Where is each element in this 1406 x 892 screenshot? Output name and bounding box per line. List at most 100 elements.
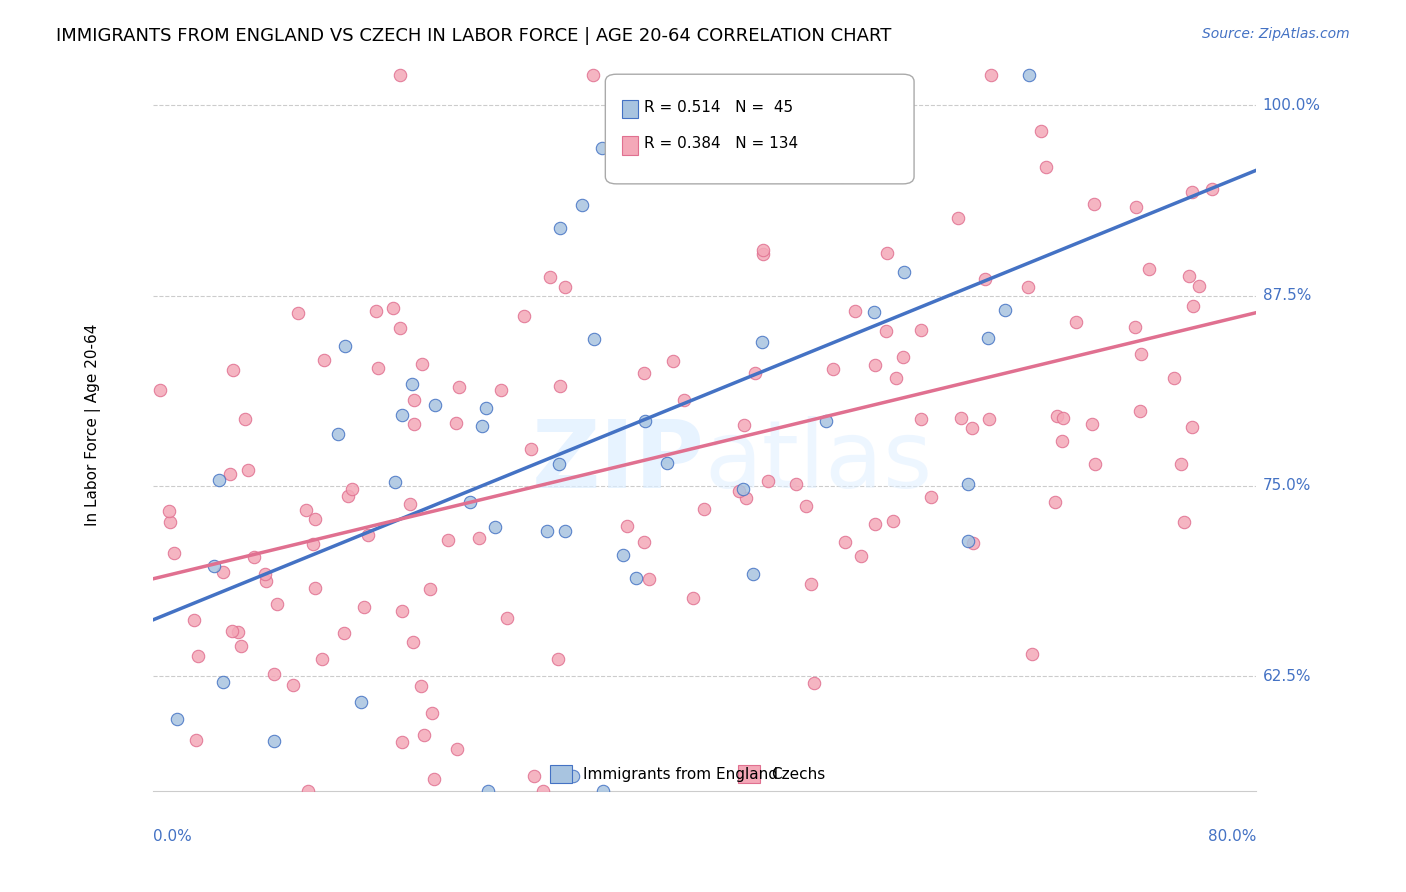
Immigrants from England [425,398,447,412]
Czechs [444,416,467,430]
Immigrants from England [993,302,1015,317]
Czechs [1052,411,1074,425]
Immigrants from England [957,533,980,548]
Immigrants from England [384,475,406,489]
Text: 75.0%: 75.0% [1263,478,1312,493]
Czechs [159,504,181,518]
Czechs [388,321,411,335]
Czechs [423,772,446,787]
Czechs [875,324,897,338]
Czechs [616,519,638,533]
Czechs [547,651,569,665]
Czechs [523,769,546,783]
Immigrants from England [471,418,494,433]
Immigrants from England [831,169,853,183]
Text: 0.0%: 0.0% [153,829,193,844]
Czechs [554,280,576,294]
Czechs [402,393,425,408]
Czechs [1081,417,1104,431]
Czechs [294,503,316,517]
Text: R = 0.514   N =  45: R = 0.514 N = 45 [644,100,793,114]
Czechs [851,549,873,564]
Immigrants from England [475,401,498,416]
Czechs [863,358,886,372]
Bar [621,100,638,118]
Text: atlas: atlas [704,416,932,508]
Text: 100.0%: 100.0% [1263,98,1320,112]
Immigrants from England [742,567,765,582]
Text: ZIP: ZIP [531,416,704,508]
Czechs [910,323,932,337]
Czechs [446,742,468,756]
Czechs [304,512,326,526]
Czechs [437,533,460,548]
Immigrants from England [571,197,593,211]
Immigrants from England [893,264,915,278]
Czechs [785,477,807,491]
Czechs [582,68,605,82]
Bar [621,136,638,154]
Czechs [159,515,181,529]
Immigrants from England [592,783,614,797]
Czechs [974,272,997,286]
Czechs [186,733,208,747]
Immigrants from England [335,339,357,353]
Czechs [1046,409,1069,423]
Czechs [1188,279,1211,293]
Czechs [211,565,233,579]
Czechs [353,600,375,615]
Immigrants from England [681,132,703,146]
Czechs [447,380,470,394]
Bar [550,765,572,783]
Czechs [661,353,683,368]
Immigrants from England [751,334,773,349]
Immigrants from England [212,674,235,689]
Czechs [756,474,779,488]
Czechs [1163,371,1185,385]
Immigrants from England [208,473,231,487]
Czechs [233,412,256,426]
Czechs [391,604,413,618]
Czechs [1083,458,1105,472]
Czechs [402,417,425,431]
Czechs [236,463,259,477]
Czechs [218,467,240,481]
Czechs [727,484,749,499]
Immigrants from England [814,413,837,427]
Czechs [863,517,886,532]
Czechs [1137,262,1160,277]
Czechs [744,366,766,380]
Czechs [891,350,914,364]
Czechs [1129,404,1152,418]
Czechs [734,491,756,505]
Text: Czechs: Czechs [770,767,825,782]
Czechs [1130,347,1153,361]
Czechs [752,243,775,257]
Immigrants from England [554,524,576,538]
Immigrants from England [591,141,613,155]
Immigrants from England [582,332,605,346]
Czechs [367,361,389,376]
Czechs [844,304,866,318]
Czechs [1052,434,1074,449]
Immigrants from England [477,783,499,797]
Immigrants from England [484,520,506,534]
Czechs [512,310,534,324]
Czechs [163,546,186,560]
Czechs [633,367,655,381]
Czechs [254,567,277,582]
Czechs [1178,269,1201,284]
Czechs [1170,457,1192,471]
Czechs [1201,182,1223,196]
Immigrants from England [731,482,754,496]
Czechs [920,490,942,504]
Immigrants from England [401,376,423,391]
Czechs [962,535,984,549]
Czechs [960,421,983,435]
Czechs [876,245,898,260]
Czechs [1021,648,1043,662]
Czechs [693,501,716,516]
Czechs [419,582,441,596]
Czechs [1181,420,1204,434]
Immigrants from England [976,331,998,345]
